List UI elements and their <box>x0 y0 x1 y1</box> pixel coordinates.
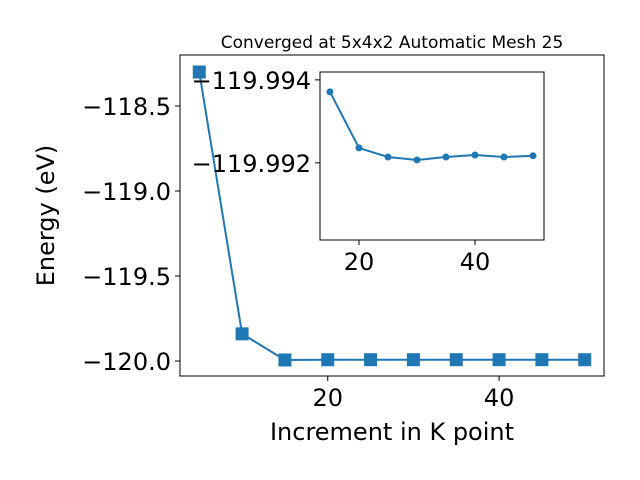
marker <box>529 152 537 160</box>
marker <box>406 353 420 367</box>
marker <box>535 353 549 367</box>
x-tick-label: 20 <box>344 248 375 276</box>
chart-title: Converged at 5x4x2 Automatic Mesh 25 <box>221 33 564 53</box>
marker <box>500 153 508 161</box>
marker <box>492 353 506 367</box>
x-tick-label: 20 <box>312 384 343 412</box>
marker <box>326 88 334 96</box>
y-axis-label: Energy (eV) <box>32 145 60 287</box>
marker <box>413 156 421 164</box>
y-tick-label: −119.992 <box>192 150 311 178</box>
marker <box>578 353 592 367</box>
y-tick-label: −120.0 <box>82 348 171 376</box>
x-tick-label: 40 <box>484 384 515 412</box>
marker <box>355 144 363 152</box>
series-line <box>198 71 585 361</box>
marker <box>321 353 335 367</box>
series-line <box>329 91 534 161</box>
marker <box>235 327 249 341</box>
plot-frame <box>179 54 605 377</box>
y-tick-label: −119.994 <box>192 67 311 95</box>
plot-frame <box>319 71 545 241</box>
y-tick-label: −119.5 <box>82 263 171 291</box>
x-tick-label: 40 <box>460 248 491 276</box>
marker <box>442 153 450 161</box>
marker <box>192 65 206 79</box>
marker <box>471 151 479 159</box>
marker <box>449 353 463 367</box>
y-tick-label: −119.0 <box>82 178 171 206</box>
marker <box>364 353 378 367</box>
marker <box>278 353 292 367</box>
y-tick-label: −118.5 <box>82 93 171 121</box>
x-axis-label: Increment in K point <box>270 418 514 446</box>
marker <box>384 153 392 161</box>
